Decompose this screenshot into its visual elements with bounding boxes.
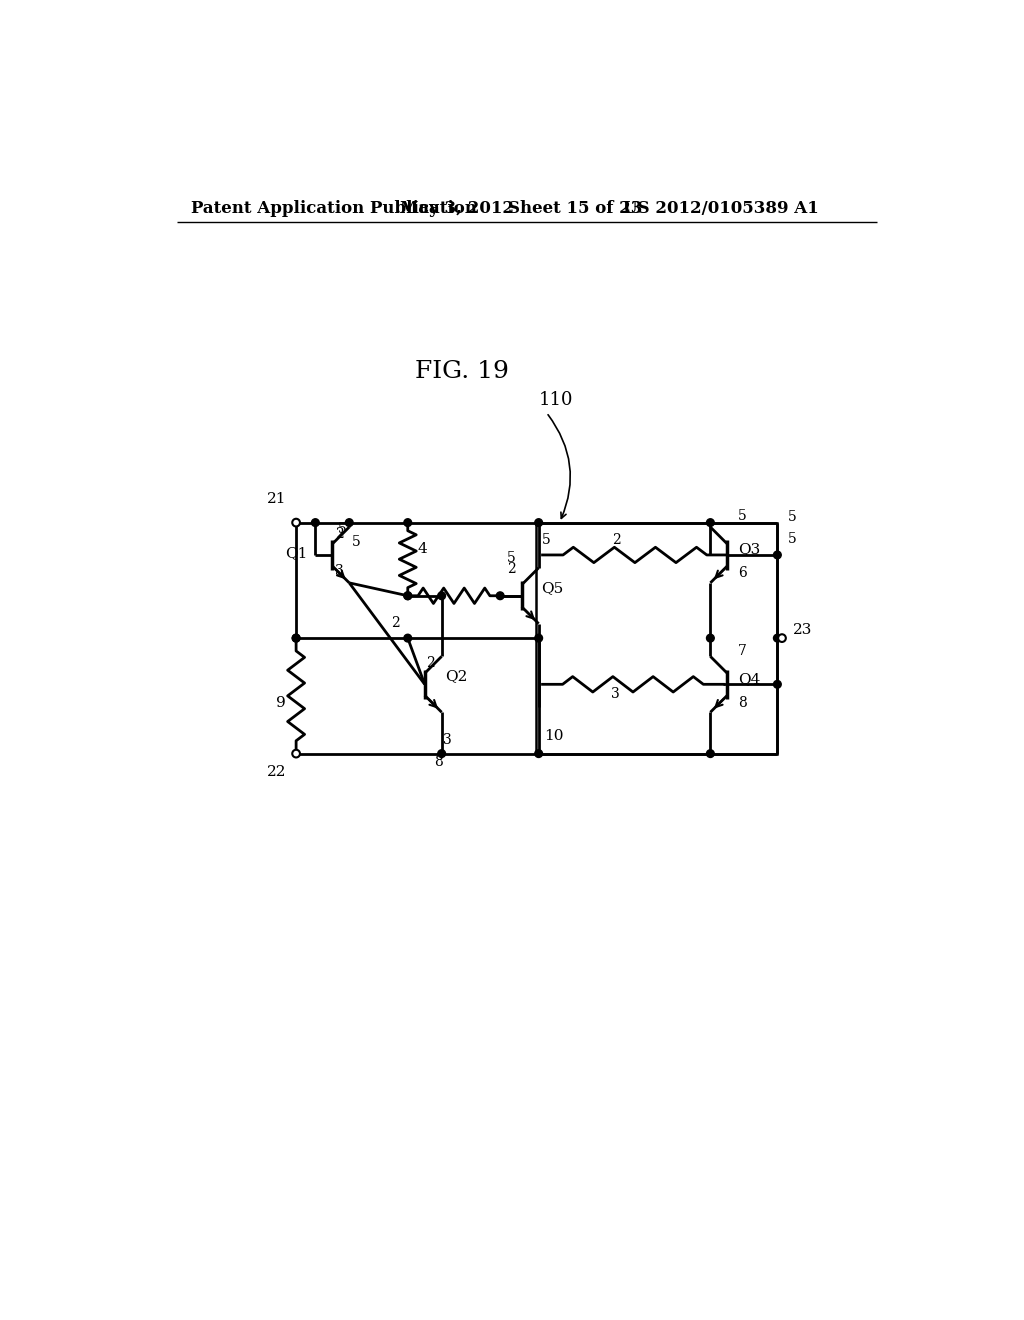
Circle shape xyxy=(778,635,785,642)
Text: 2: 2 xyxy=(612,533,621,548)
Circle shape xyxy=(707,519,714,527)
Text: 3: 3 xyxy=(610,688,620,701)
Text: FIG. 19: FIG. 19 xyxy=(415,360,509,383)
Text: 23: 23 xyxy=(793,623,812,638)
Circle shape xyxy=(497,591,504,599)
Circle shape xyxy=(292,750,300,758)
Text: US 2012/0105389 A1: US 2012/0105389 A1 xyxy=(624,199,819,216)
Circle shape xyxy=(292,635,300,642)
Text: Patent Application Publication: Patent Application Publication xyxy=(190,199,476,216)
Circle shape xyxy=(535,519,543,527)
Circle shape xyxy=(773,635,781,642)
Text: 2: 2 xyxy=(507,562,515,576)
Text: 110: 110 xyxy=(539,391,573,409)
Text: 3: 3 xyxy=(443,734,452,747)
Circle shape xyxy=(403,591,412,599)
Text: 2: 2 xyxy=(391,615,400,630)
Circle shape xyxy=(438,750,445,758)
Text: Q4: Q4 xyxy=(738,672,761,686)
Circle shape xyxy=(292,519,300,527)
Text: 5: 5 xyxy=(788,510,797,524)
Text: 5: 5 xyxy=(738,510,746,523)
Text: May 3, 2012: May 3, 2012 xyxy=(400,199,514,216)
Circle shape xyxy=(773,552,781,558)
Text: 2: 2 xyxy=(426,656,435,671)
Text: 5: 5 xyxy=(338,523,347,536)
Circle shape xyxy=(311,519,319,527)
Text: 10: 10 xyxy=(544,729,563,743)
Circle shape xyxy=(535,635,543,642)
Text: Sheet 15 of 23: Sheet 15 of 23 xyxy=(508,199,642,216)
Text: 2: 2 xyxy=(336,527,344,541)
Text: 3: 3 xyxy=(335,564,343,578)
Text: Q5: Q5 xyxy=(541,581,563,595)
Circle shape xyxy=(707,635,714,642)
Circle shape xyxy=(345,519,353,527)
Text: 7: 7 xyxy=(738,644,746,659)
Text: 5: 5 xyxy=(542,533,551,548)
Text: 21: 21 xyxy=(267,491,287,506)
Text: 22: 22 xyxy=(267,766,287,779)
Circle shape xyxy=(773,681,781,688)
Circle shape xyxy=(292,635,300,642)
Circle shape xyxy=(438,591,445,599)
Circle shape xyxy=(403,591,412,599)
Text: 8: 8 xyxy=(434,755,443,770)
Circle shape xyxy=(535,750,543,758)
Text: 6: 6 xyxy=(738,565,746,579)
Circle shape xyxy=(403,519,412,527)
Text: 5: 5 xyxy=(352,535,361,549)
Text: 4: 4 xyxy=(417,543,427,557)
Circle shape xyxy=(403,635,412,642)
Circle shape xyxy=(707,750,714,758)
Text: 8: 8 xyxy=(738,697,746,710)
Text: Q2: Q2 xyxy=(444,669,467,684)
Text: Q3: Q3 xyxy=(738,543,761,557)
Text: Q1: Q1 xyxy=(286,546,307,561)
Text: 5: 5 xyxy=(788,532,797,545)
Text: 9: 9 xyxy=(275,697,286,710)
Text: 5: 5 xyxy=(507,550,515,565)
